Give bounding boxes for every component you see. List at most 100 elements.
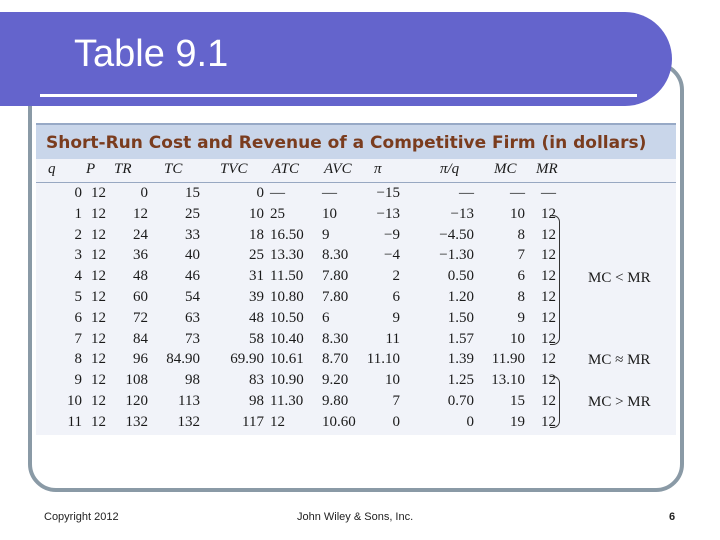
table-cell: 98 <box>249 392 264 409</box>
table-cell: 117 <box>242 413 264 430</box>
table-cell: 10.90 <box>270 372 304 389</box>
table-cell: 10 <box>67 392 82 409</box>
table-cell: 16.50 <box>270 226 304 243</box>
table-cell: 9 <box>322 226 330 243</box>
table-cell: 0 <box>140 185 149 201</box>
table-cell: 12 <box>91 392 106 409</box>
table-cell: 11.10 <box>366 351 400 368</box>
table-cell: −13 <box>450 205 474 222</box>
column-header: ATC <box>272 161 299 177</box>
table-cell: 6 <box>322 309 330 326</box>
table-cell: 9.80 <box>322 392 349 409</box>
table-cell: 12 <box>91 330 106 347</box>
table-row: 2 12 24 33 18 16.50 9 −9 −4.50 8 12 <box>36 225 676 246</box>
table-cell: 12 <box>91 288 106 305</box>
table-cell: 1.57 <box>447 330 474 347</box>
table-cell: 0 <box>466 413 475 430</box>
table-cell: 46 <box>185 268 200 285</box>
table-row: 6 12 72 63 48 10.50 6 9 1.50 9 12 <box>36 308 676 329</box>
table-cell: 10 <box>510 330 525 347</box>
footer-copyright: Copyright 2012 <box>44 511 119 523</box>
table-row: 10 12 120 113 98 11.30 9.80 7 0.70 15 12 <box>36 391 676 412</box>
table-cell: 132 <box>177 413 201 430</box>
table-cell: 96 <box>133 351 148 368</box>
table-cell: 1.50 <box>447 309 474 326</box>
table-cell: 15 <box>510 392 525 409</box>
table-cell: 10.80 <box>270 288 304 305</box>
table-cell: −15 <box>376 185 400 201</box>
table-row: 4 12 48 46 31 11.50 7.80 2 0.50 6 12 <box>36 266 676 287</box>
table-cell: 7 <box>74 330 83 347</box>
table-cell: 8.30 <box>322 330 349 347</box>
table-row: 7 12 84 73 58 10.40 8.30 11 1.57 10 12 <box>36 329 676 350</box>
table-cell: 48 <box>133 268 148 285</box>
table-cell: 12 <box>541 392 556 409</box>
table-cell: 83 <box>249 372 264 389</box>
table-cell: 7 <box>517 247 526 264</box>
table-row: 1 12 12 25 10 25 10 −13 −13 10 12 <box>36 204 676 225</box>
column-header: P <box>86 161 96 177</box>
table-header-row: q P TR TC TVC ATC AVC π π/q MC MR <box>36 159 676 183</box>
table-cell: 8 <box>74 351 83 368</box>
table-cell: 25 <box>249 247 264 264</box>
table-cell: 12 <box>91 205 106 222</box>
column-header: π/q <box>440 161 460 177</box>
table-cell: 36 <box>133 247 148 264</box>
title-banner <box>0 12 672 106</box>
column-header: TC <box>164 161 183 177</box>
table-cell: 1 <box>74 205 83 222</box>
table-cell: 58 <box>249 330 264 347</box>
table-cell: — <box>510 185 525 201</box>
table-cell: 8 <box>517 226 526 243</box>
table-cell: 31 <box>249 268 264 285</box>
table-row: 8 12 96 84.90 69.90 10.61 8.70 11.10 1.39 11.90 12 <box>36 349 676 370</box>
column-header: q <box>48 161 56 177</box>
table-cell: 12 <box>91 351 106 368</box>
table-cell: 12 <box>541 309 556 326</box>
table-cell: 0 <box>256 185 265 201</box>
slide-title: Table 9.1 <box>74 33 229 75</box>
table-cell: 8.30 <box>322 247 349 264</box>
table-cell: 12 <box>541 268 556 285</box>
table-cell: 5 <box>74 288 83 305</box>
table-cell: 0.50 <box>447 268 474 285</box>
table-row: 0 12 0 15 0 — — −15 — — — <box>36 183 676 204</box>
table-cell: 12 <box>541 226 556 243</box>
bracket-mc-gt-mr <box>550 376 560 428</box>
table-cell: 54 <box>185 288 200 305</box>
table-cell: 11.50 <box>270 268 304 285</box>
column-header: TVC <box>220 161 248 177</box>
table-cell: 15 <box>185 185 200 201</box>
table-cell: 12 <box>541 288 556 305</box>
table-cell: 6 <box>74 309 83 326</box>
table-cell: 72 <box>133 309 148 326</box>
footer-publisher: John Wiley & Sons, Inc. <box>297 511 414 523</box>
table-cell: 25 <box>270 205 285 222</box>
table-cell: 12 <box>91 247 106 264</box>
table-cell: 12 <box>541 351 556 368</box>
table-cell: 40 <box>185 247 200 264</box>
table-cell: 120 <box>125 392 149 409</box>
annotation-mc-lt-mr: MC < MR <box>588 270 651 286</box>
table-cell: 9.20 <box>322 372 349 389</box>
table-cell: — <box>541 185 556 201</box>
table-cell: 7 <box>392 392 401 409</box>
column-header: TR <box>114 161 132 177</box>
table-cell: 10.61 <box>270 351 304 368</box>
table-row: 11 12 132 132 117 12 10.60 0 0 19 12 <box>36 412 676 433</box>
table-row: 9 12 108 98 83 10.90 9.20 10 1.25 13.10 12 <box>36 370 676 391</box>
table-cell: 25 <box>185 205 200 222</box>
table-cell: 9 <box>74 372 83 389</box>
table-cell: 7.80 <box>322 288 349 305</box>
table-caption: Short-Run Cost and Revenue of a Competit… <box>36 123 676 159</box>
table-cell: 24 <box>133 226 148 243</box>
table-cell: 7.80 <box>322 268 349 285</box>
table-cell: 98 <box>185 372 200 389</box>
table-cell: 0 <box>74 185 83 201</box>
table-cell: 19 <box>510 413 525 430</box>
table-row: 3 12 36 40 25 13.30 8.30 −4 −1.30 7 12 <box>36 245 676 266</box>
table-cell: 10.50 <box>270 309 304 326</box>
table-cell: 2 <box>74 226 83 243</box>
table-cell: 11.90 <box>491 351 525 368</box>
banner-divider <box>40 94 637 97</box>
